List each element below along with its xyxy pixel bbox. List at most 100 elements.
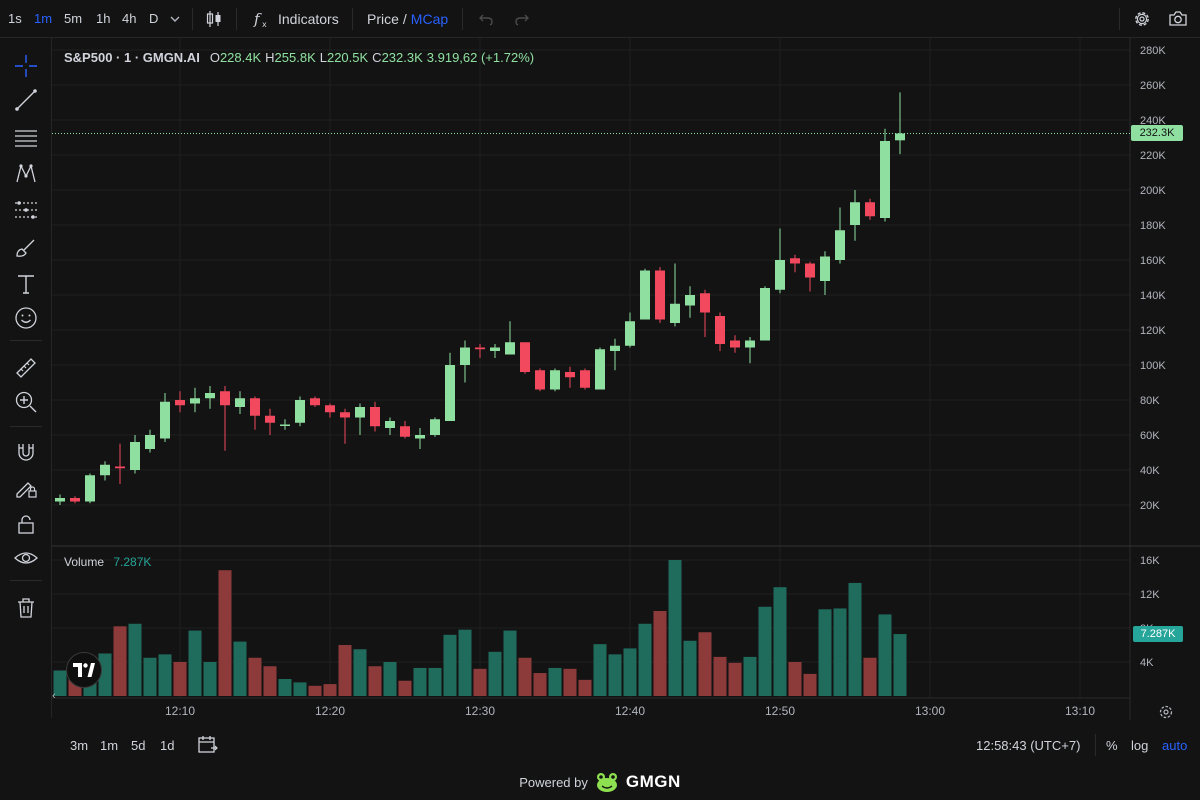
candle-body xyxy=(250,398,260,416)
candle-body xyxy=(115,466,125,469)
mcap-label[interactable]: MCap xyxy=(410,11,449,27)
magnet-tool[interactable] xyxy=(12,438,40,466)
crosshair-tool[interactable] xyxy=(12,52,40,80)
volume-bar xyxy=(863,657,877,696)
candle-body xyxy=(190,398,200,404)
candle-body xyxy=(865,202,875,217)
log-scale-toggle[interactable]: log xyxy=(1131,738,1149,753)
timeframe-5m[interactable]: 5m xyxy=(64,10,83,26)
fib-tool[interactable] xyxy=(12,196,40,224)
scroll-left-icon[interactable]: ‹ xyxy=(52,690,56,702)
undo-icon xyxy=(479,14,493,26)
volume-bar xyxy=(788,662,802,696)
trash-icon xyxy=(18,598,34,618)
auto-scale-button[interactable] xyxy=(1159,705,1173,719)
gmgn-brand[interactable]: GMGN xyxy=(625,772,681,791)
timeframe-1s[interactable]: 1s xyxy=(8,10,22,26)
volume-bar xyxy=(653,611,667,696)
lock-all-tool[interactable] xyxy=(12,510,40,538)
emoji-tool[interactable] xyxy=(12,304,40,332)
text-tool[interactable] xyxy=(12,270,40,298)
volume-bar xyxy=(743,656,757,696)
candle-body xyxy=(760,288,770,341)
candle-body xyxy=(685,295,695,306)
volume-bar xyxy=(878,614,892,696)
volume-label: Volume xyxy=(64,555,105,569)
timeframe-4h[interactable]: 4h xyxy=(122,10,137,26)
measure-tool[interactable] xyxy=(12,354,40,382)
screenshot-button[interactable] xyxy=(1168,0,1188,38)
date-range-button[interactable] xyxy=(196,734,218,759)
close-value: 232.3K xyxy=(381,50,423,65)
price-mcap-toggle[interactable]: Price / MCap xyxy=(367,0,448,38)
chart-type-button[interactable] xyxy=(204,0,224,38)
price-axis-label: 100K xyxy=(1140,360,1166,372)
candle-body xyxy=(85,475,95,502)
timeframe-d[interactable]: D xyxy=(149,10,159,26)
zoom-tool[interactable] xyxy=(12,388,40,416)
pattern-tool[interactable] xyxy=(12,160,40,188)
hide-drawings-tool[interactable] xyxy=(12,544,40,572)
volume-bar xyxy=(338,645,352,696)
volume-bar xyxy=(893,634,907,696)
calendar-icon xyxy=(198,736,218,753)
volume-bar xyxy=(698,632,712,696)
volume-bar xyxy=(473,668,487,696)
volume-bar xyxy=(548,667,562,696)
indicators-button[interactable]: f x Indicators xyxy=(252,0,339,38)
lock-drawing-tool[interactable] xyxy=(12,474,40,502)
magnet-icon xyxy=(18,444,34,461)
volume-bar xyxy=(773,587,787,696)
range-3m[interactable]: 3m xyxy=(70,738,89,753)
timeframe-1h[interactable]: 1h xyxy=(96,10,111,26)
volume-bar xyxy=(323,684,337,696)
redo-button[interactable] xyxy=(514,0,530,38)
volume-bar xyxy=(428,667,442,696)
auto-scale-toggle[interactable]: auto xyxy=(1162,738,1188,753)
toolbar-divider xyxy=(10,580,42,581)
brush-tool[interactable] xyxy=(12,234,40,262)
chart-canvas[interactable]: 280K 260K 240K 220K 200K 180K 160K 140K 120K 100K… xyxy=(52,38,1200,720)
top-toolbar: 1s 1m 5m 1h 4h D f x Indicators Price / … xyxy=(0,0,1200,38)
gear-small-icon xyxy=(1159,705,1173,719)
volume-bar xyxy=(308,685,322,696)
last-price-tag: 232.3K xyxy=(1131,125,1183,141)
candle-body xyxy=(145,435,155,449)
close-key: C xyxy=(372,50,382,65)
undo-button[interactable] xyxy=(478,0,494,38)
candle-body xyxy=(295,400,305,423)
volume-axis-label: 4K xyxy=(1140,657,1154,669)
candle-body xyxy=(415,435,425,439)
remove-drawings-tool[interactable] xyxy=(12,594,40,622)
candle-body xyxy=(325,405,335,413)
volume-bar xyxy=(623,648,637,696)
trend-line-tool[interactable] xyxy=(12,86,40,114)
horizontal-lines-tool[interactable] xyxy=(12,124,40,152)
range-1m[interactable]: 1m xyxy=(100,738,119,753)
candle-body xyxy=(460,347,470,365)
price-axis[interactable]: 280K 260K 240K 220K 200K 180K 160K 140K 120K 100K… xyxy=(1140,45,1166,512)
percent-scale-toggle[interactable]: % xyxy=(1106,738,1118,753)
settings-button[interactable] xyxy=(1132,0,1152,38)
range-5d[interactable]: 5d xyxy=(131,738,146,753)
volume-bar xyxy=(248,657,262,696)
range-1d[interactable]: 1d xyxy=(160,738,175,753)
time-axis-label: 12:20 xyxy=(315,704,345,718)
camera-icon xyxy=(1169,11,1187,26)
volume-bar xyxy=(458,629,472,696)
price-label[interactable]: Price xyxy=(367,11,399,27)
candle-body xyxy=(280,424,290,426)
candle-body xyxy=(385,421,395,428)
candle-body xyxy=(400,426,410,437)
clock-timezone[interactable]: 12:58:43 (UTC+7) xyxy=(976,738,1081,753)
timeframe-dropdown[interactable] xyxy=(168,0,182,38)
symbol-title: S&P500 · 1 · GMGN.AI xyxy=(64,50,200,65)
price-axis-label: 240K xyxy=(1140,115,1166,127)
candle-body xyxy=(175,400,185,406)
tradingview-logo[interactable] xyxy=(66,652,102,688)
timeframe-1m[interactable]: 1m xyxy=(34,10,53,26)
time-axis[interactable]: 12:10 12:20 12:30 12:40 12:50 13:00 13:10 xyxy=(165,704,1095,718)
volume-legend: Volume 7.287K xyxy=(64,555,151,569)
zoom-in-icon xyxy=(15,391,37,413)
toolbar-divider xyxy=(1095,734,1096,756)
